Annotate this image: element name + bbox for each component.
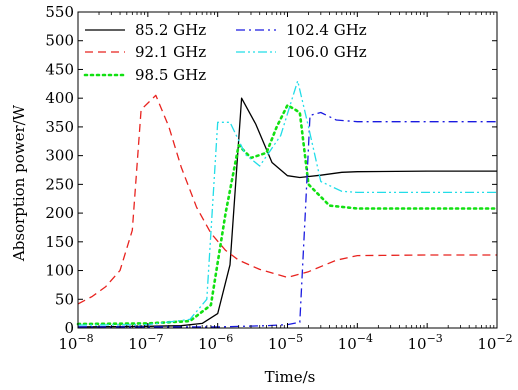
- legend-label-3: 98.5 GHz: [135, 66, 206, 84]
- series-line-5: [77, 80, 497, 326]
- x-tick-label: 10−3: [408, 332, 443, 353]
- y-tick-label: 300: [45, 147, 74, 165]
- series-line-2: [77, 94, 497, 305]
- y-tick-label: 150: [45, 233, 74, 251]
- y-tick-label: 500: [45, 32, 74, 50]
- y-tick-label: 50: [55, 290, 74, 308]
- x-axis-label: Time/s: [265, 368, 316, 386]
- x-tick-label: 10−7: [128, 332, 163, 353]
- plot-lines: [76, 80, 499, 328]
- series-line-3: [76, 103, 499, 326]
- y-tick-label: 550: [45, 3, 74, 21]
- y-tick-label: 350: [45, 118, 74, 136]
- legend-label-1: 85.2 GHz: [135, 21, 206, 39]
- y-tick-label: 450: [45, 60, 74, 78]
- legend: 85.2 GHz 92.1 GHz 98.5 GHz 102.4 GHz 106.0 G…: [83, 21, 367, 84]
- legend-label-2: 92.1 GHz: [135, 43, 206, 61]
- y-axis-label: Absorption power/W: [10, 104, 28, 262]
- y-tick-label: 100: [45, 262, 74, 280]
- y-tick-label: 250: [45, 175, 74, 193]
- x-tick-label: 10−8: [58, 332, 93, 353]
- x-tick-label: 10−2: [477, 332, 512, 353]
- x-tick-label: 10−6: [198, 332, 233, 353]
- series-line-4: [78, 111, 497, 328]
- legend-label-4: 102.4 GHz: [286, 21, 367, 39]
- x-tick-label: 10−4: [338, 332, 373, 353]
- ticks: 0 50 100 150 200 250 300 350 400 450 500 550 10−8 10−…: [45, 3, 512, 353]
- x-tick-label: 10−5: [268, 332, 303, 353]
- y-tick-label: 400: [45, 89, 74, 107]
- y-tick-label: 0: [64, 319, 74, 337]
- series-line-1: [77, 97, 497, 328]
- legend-label-5: 106.0 GHz: [286, 43, 367, 61]
- y-tick-label: 200: [45, 204, 74, 222]
